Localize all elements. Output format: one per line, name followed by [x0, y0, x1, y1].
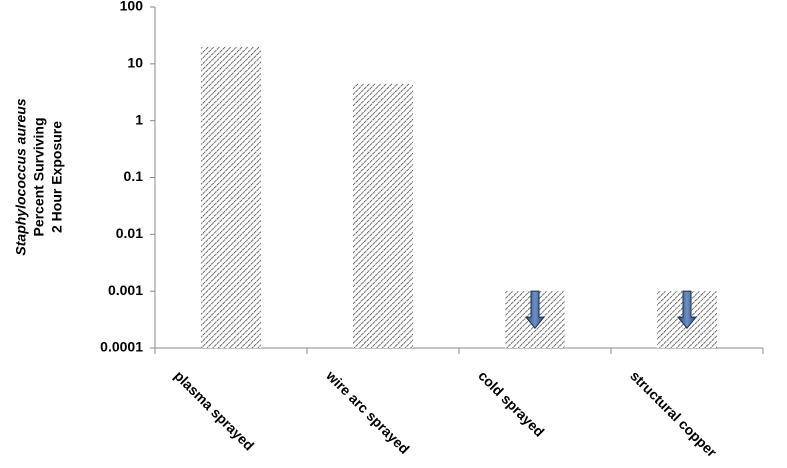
- limit-arrow: [524, 290, 546, 329]
- y-tick-label: 0.01: [116, 225, 143, 241]
- y-label-line: 2 Hour Exposure: [49, 121, 65, 233]
- y-tick-label: 100: [120, 0, 144, 14]
- y-tick-label: 1: [135, 111, 143, 127]
- y-tick-label: 0.0001: [100, 339, 143, 355]
- y-tick-label: 0.001: [108, 282, 143, 298]
- x-tick-label: plasma sprayed: [171, 367, 257, 453]
- y-label-line: Percent Surviving: [31, 117, 47, 236]
- y-tick-label: 10: [127, 55, 143, 71]
- x-tick-label: cold sprayed: [475, 367, 547, 439]
- y-tick-label: 0.1: [124, 168, 144, 184]
- bar: [353, 83, 413, 348]
- y-label-line: Staphylococcus aureus: [13, 98, 29, 255]
- y-axis-title: Staphylococcus aureus Percent Surviving …: [13, 98, 65, 255]
- x-tick-label: wire arc sprayed: [323, 367, 413, 457]
- bar: [201, 46, 261, 349]
- x-tick-label: structural copper: [627, 367, 720, 460]
- limit-arrow: [676, 290, 698, 329]
